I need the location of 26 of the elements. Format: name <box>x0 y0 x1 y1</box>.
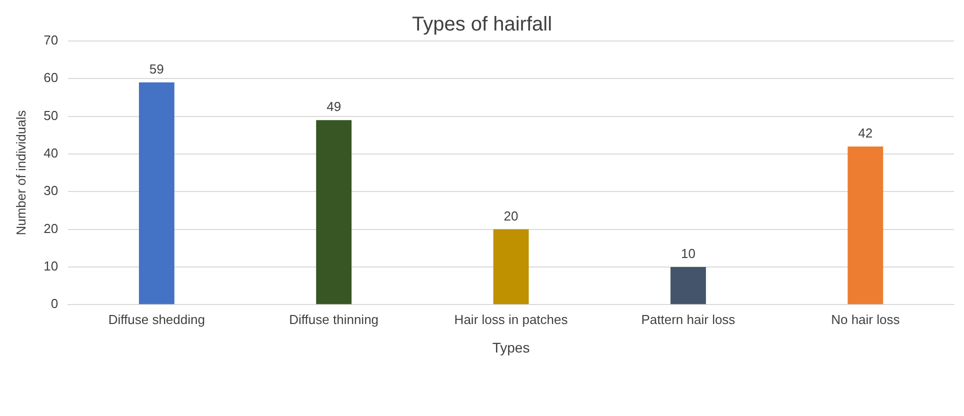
y-tick-label: 0 <box>50 296 58 312</box>
x-tick-label: Pattern hair loss <box>641 312 736 327</box>
y-tick-label: 60 <box>44 70 58 86</box>
bar <box>493 229 529 304</box>
data-label: 59 <box>149 62 164 76</box>
data-label: 49 <box>326 99 342 114</box>
x-axis-title: Types <box>492 339 530 356</box>
y-axis-title: Number of individuals <box>13 110 28 236</box>
bar <box>670 266 706 304</box>
data-label: 42 <box>858 126 873 141</box>
x-tick-label: Diffuse shedding <box>108 312 205 327</box>
y-tick-label: 20 <box>44 220 58 236</box>
y-tick-label: 40 <box>44 146 58 161</box>
data-label: 10 <box>680 246 696 262</box>
x-tick-label: Diffuse thinning <box>289 312 379 327</box>
bar <box>848 146 884 304</box>
chart-title: Types of hairfall <box>412 14 552 36</box>
y-tick-label: 10 <box>44 258 58 274</box>
bar <box>138 82 174 304</box>
x-tick-label: No hair loss <box>831 312 900 327</box>
y-tick-label: 30 <box>44 183 58 198</box>
y-tick-label: 70 <box>44 32 58 48</box>
y-tick-label: 50 <box>44 108 58 123</box>
data-label: 20 <box>504 208 518 224</box>
x-tick-label: Hair loss in patches <box>454 312 568 327</box>
bar <box>316 120 352 304</box>
